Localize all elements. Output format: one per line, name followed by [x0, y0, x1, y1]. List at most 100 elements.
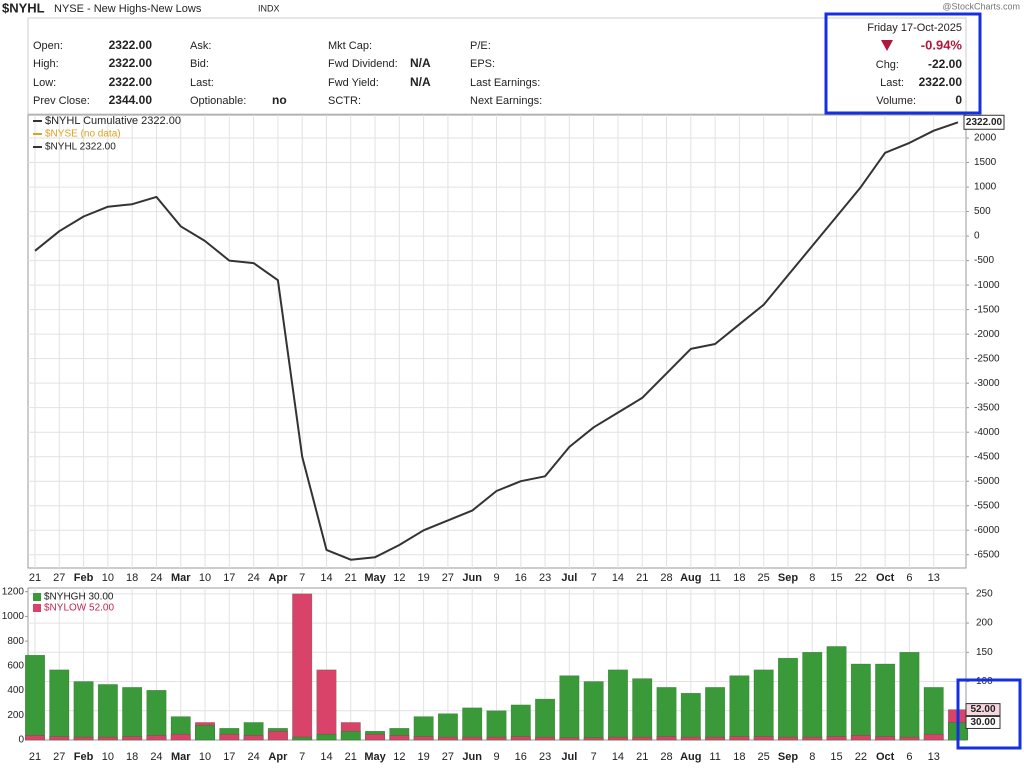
x-tick-label: Mar [171, 751, 191, 763]
down-arrow [881, 40, 893, 51]
y-tick-label: -3500 [974, 402, 1000, 413]
last-value-box [965, 715, 1001, 729]
x-tick-label: 18 [733, 751, 745, 763]
bar [923, 687, 944, 741]
bar [899, 736, 920, 741]
x-tick-label: 21 [636, 751, 648, 763]
bar [122, 736, 143, 741]
bar [632, 678, 653, 741]
x-tick-label: 24 [150, 751, 162, 763]
y2-tick-label: 250 [976, 588, 993, 599]
x-tick-label: 9 [493, 572, 499, 584]
bar [875, 663, 896, 741]
volume-value: 0 [955, 93, 962, 107]
bar [413, 736, 434, 741]
x-tick-label: 6 [906, 572, 912, 584]
bar [219, 733, 240, 741]
y-tick-label: 500 [974, 206, 991, 217]
bar [875, 736, 896, 741]
field-label: Prev Close: [33, 95, 90, 107]
chg-label: Chg: [876, 59, 899, 71]
bar [753, 736, 774, 741]
y-tick-label: -5500 [974, 500, 1000, 511]
bar [729, 675, 750, 741]
y-tick-label: 600 [7, 660, 24, 671]
x-tick-label: 7 [591, 572, 597, 584]
bar [559, 675, 580, 741]
bar [680, 692, 701, 741]
field-value: 2322.00 [109, 56, 153, 70]
x-tick-label: 6 [906, 751, 912, 763]
legend-label: $NYHL 2322.00 [45, 142, 116, 153]
quote-table: Open: 2322.00 High: 2322.00 Low: 2322.00 Prev … [33, 38, 542, 107]
field-label: Fwd Yield: [328, 77, 379, 89]
bar [25, 735, 45, 741]
x-tick-label: 7 [299, 572, 305, 584]
x-tick-label: 17 [223, 572, 235, 584]
legend-swatch [33, 604, 41, 612]
bar [680, 736, 701, 741]
bar [535, 736, 556, 741]
summary-date: Friday 17-Oct-2025 [867, 22, 962, 34]
legend-swatch [33, 593, 41, 601]
x-tick-label: 14 [320, 572, 332, 584]
bar [316, 669, 337, 741]
x-tick-label: 21 [345, 751, 357, 763]
bar [195, 725, 215, 741]
last-value-label: 30.00 [970, 717, 995, 728]
x-tick-label: 24 [150, 572, 162, 584]
bar [389, 735, 410, 741]
x-tick-label: 7 [299, 751, 305, 763]
x-tick-label: 21 [29, 751, 41, 763]
field-value: 2322.00 [109, 75, 153, 89]
bar [559, 737, 580, 741]
y2-tick-label: 200 [976, 618, 993, 629]
x-tick-label: Mar [171, 572, 191, 584]
x-tick-label: Aug [680, 572, 701, 584]
bar [267, 730, 288, 741]
bar [923, 733, 944, 741]
y-tick-label: -500 [974, 255, 994, 266]
bar [243, 735, 264, 741]
charts: 21 27 Feb 10 18 24 Mar 10 17 24 Apr 7 14 21 May 12 19 27 J… [2, 114, 1005, 763]
field-label: P/E: [470, 40, 491, 52]
field-label: Last: [190, 77, 214, 89]
y-tick-label: 200 [7, 710, 24, 721]
x-tick-label: Jul [561, 572, 577, 584]
field-label: Open: [33, 40, 63, 52]
field-label: Mkt Cap: [328, 40, 372, 52]
bar [535, 698, 556, 741]
field-label: Last Earnings: [470, 77, 540, 89]
y-tick-label: -6500 [974, 549, 1000, 560]
x-tick-label: Sep [778, 751, 798, 763]
highlight-box [824, 12, 982, 115]
x-tick-label: 24 [247, 572, 259, 584]
change-pct: -0.94% [921, 37, 963, 52]
x-tick-label: Jun [462, 572, 482, 584]
x-tick-label: 10 [199, 751, 211, 763]
x-tick-label: 9 [493, 751, 499, 763]
x-tick-label: 18 [126, 751, 138, 763]
x-tick-label: 11 [709, 751, 720, 763]
field-value: N/A [410, 75, 431, 89]
x-tick-label: 19 [418, 751, 430, 763]
y-tick-label: -6000 [974, 525, 1000, 536]
x-tick-label: Sep [778, 572, 798, 584]
x-tick-label: Apr [268, 572, 288, 584]
legend-label: $NYSE (no data) [45, 129, 121, 140]
x-tick-label: 24 [247, 751, 259, 763]
bar [97, 736, 118, 741]
x-tick-label: 13 [928, 572, 940, 584]
last-label: Last: [880, 77, 904, 89]
bar [292, 593, 313, 741]
x-tick-label: 21 [345, 572, 357, 584]
y-tick-label: -1500 [974, 304, 1000, 315]
field-value: no [272, 93, 287, 107]
y2-tick-label: 150 [976, 647, 993, 658]
x-tick-label: 27 [442, 751, 454, 763]
y-tick-label: 1000 [974, 182, 997, 193]
bar [705, 687, 726, 741]
x-tick-label: 19 [418, 572, 430, 584]
bar [462, 707, 483, 741]
